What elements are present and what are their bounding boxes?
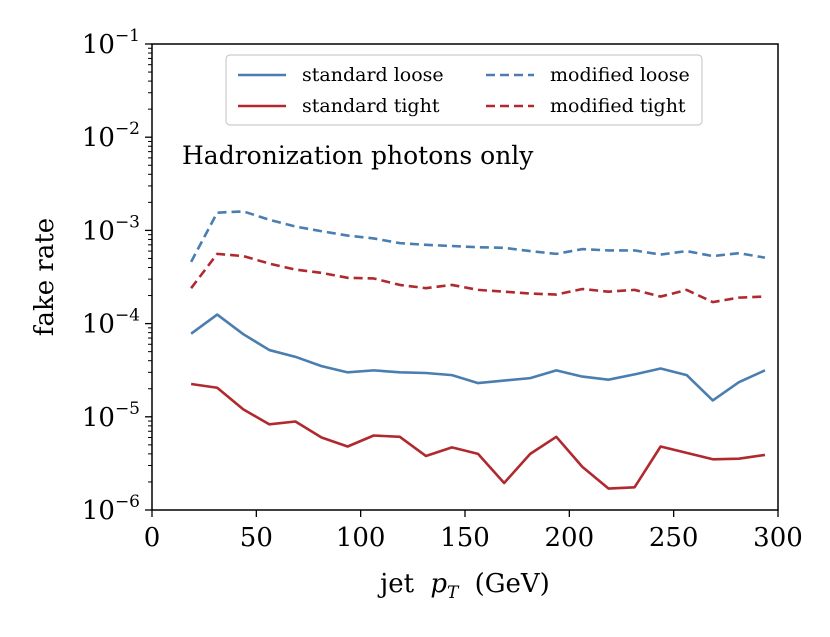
x-tick-label: 100 — [336, 523, 386, 553]
legend-box — [225, 54, 703, 126]
series-line-modified-loose — [189, 210, 766, 263]
x-tick-label: 250 — [649, 523, 699, 553]
x-tick-label: 300 — [753, 523, 803, 553]
x-axis-label-unit: (GeV) — [475, 569, 550, 599]
x-tick-label: 0 — [144, 523, 161, 553]
legend-label: standard tight — [302, 95, 440, 117]
x-tick-label: 50 — [240, 523, 273, 553]
x-axis-label: jet pT (GeV) — [377, 569, 550, 605]
plot-frame — [151, 43, 779, 511]
x-tick-label: 200 — [545, 523, 595, 553]
series-line-standard-loose — [190, 313, 766, 402]
y-tick-label: 10−4 — [82, 306, 140, 340]
y-tick-label: 10−2 — [82, 119, 140, 153]
ticks-layer: 0 50 100 150 200 250 300 10−6 10−5 10−4 10−3 10−2 10… — [82, 26, 803, 553]
x-axis-label-text: jet — [377, 569, 414, 599]
y-axis-label: fake rate — [30, 218, 60, 336]
x-axis-label-sub: T — [447, 583, 460, 603]
legend-label: modified tight — [550, 95, 686, 117]
series-line-modified-tight — [190, 252, 766, 304]
y-tick-label: 10−1 — [82, 26, 140, 60]
x-tick-label: 150 — [440, 523, 490, 553]
y-tick-label: 10−6 — [82, 492, 140, 526]
legend: standard loose modified loose standard tig… — [225, 54, 703, 126]
y-tick-label: 10−5 — [82, 399, 140, 433]
x-axis-label-var: p — [430, 569, 447, 599]
series-layer — [189, 210, 766, 490]
legend-label: standard loose — [302, 64, 444, 86]
annotation-text: Hadronization photons only — [182, 141, 534, 170]
y-tick-label: 10−3 — [82, 212, 140, 246]
legend-label: modified loose — [550, 64, 690, 86]
series-line-standard-tight — [190, 382, 766, 490]
